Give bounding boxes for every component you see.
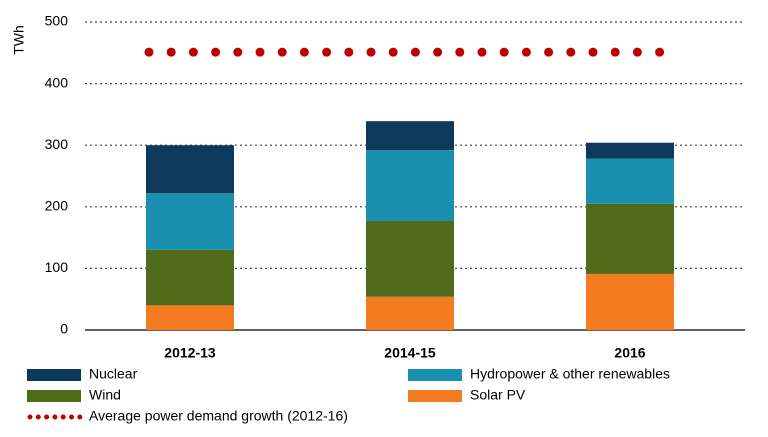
legend-label: Wind — [89, 387, 121, 403]
bar-segment — [586, 203, 674, 274]
y-tick-label: 500 — [45, 13, 69, 29]
y-axis-label: TWh — [11, 25, 27, 55]
bar-segment — [146, 193, 234, 250]
x-tick-label: 2014-15 — [384, 345, 436, 361]
bar-segment — [366, 121, 454, 151]
legend-swatch — [27, 369, 81, 381]
y-tick-label: 100 — [45, 259, 69, 275]
y-tick-label: 300 — [45, 136, 69, 152]
legend-swatch — [408, 369, 462, 381]
legend-label: Average power demand growth (2012-16) — [89, 408, 348, 424]
legend-swatch — [27, 390, 81, 402]
legend-label: Hydropower & other renewables — [470, 366, 670, 382]
y-tick-label: 200 — [45, 198, 69, 214]
bar-segment — [586, 273, 674, 330]
bar-segment — [366, 150, 454, 221]
legend-label: Nuclear — [89, 366, 138, 382]
y-tick-label: 400 — [45, 74, 69, 90]
bar-segment — [586, 158, 674, 204]
legend-swatch — [408, 390, 462, 402]
y-tick-label: 0 — [60, 321, 68, 337]
legend-label: Solar PV — [470, 387, 526, 403]
bar-segment — [586, 142, 674, 159]
bar-segment — [366, 296, 454, 330]
bar-segment — [146, 305, 234, 330]
x-tick-label: 2016 — [614, 345, 645, 361]
bar-segment — [366, 220, 454, 297]
x-tick-label: 2012-13 — [164, 345, 216, 361]
bar-segment — [146, 145, 234, 194]
bar-segment — [146, 249, 234, 306]
